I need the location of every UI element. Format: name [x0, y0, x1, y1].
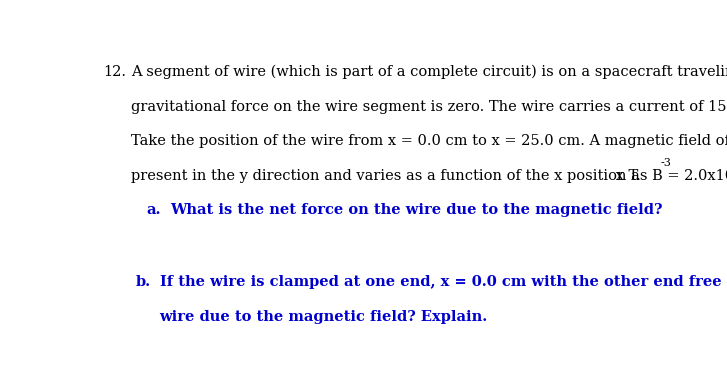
Text: x T.: x T. — [611, 169, 640, 183]
Text: present in the y direction and varies as a function of the x position as B = 2.0: present in the y direction and varies as… — [132, 169, 727, 183]
Text: wire due to the magnetic field? Explain.: wire due to the magnetic field? Explain. — [160, 310, 488, 324]
Text: -3: -3 — [660, 158, 671, 168]
Text: Take the position of the wire from x = 0.0 cm to x = 25.0 cm. A magnetic field o: Take the position of the wire from x = 0… — [132, 134, 727, 148]
Text: b.: b. — [136, 275, 151, 289]
Text: What is the net force on the wire due to the magnetic field?: What is the net force on the wire due to… — [170, 203, 662, 217]
Text: a.: a. — [146, 203, 161, 217]
Text: A segment of wire (which is part of a complete circuit) is on a spacecraft trave: A segment of wire (which is part of a co… — [132, 65, 727, 79]
Text: 12.: 12. — [103, 65, 126, 79]
Text: If the wire is clamped at one end, x = 0.0 cm with the other end free to move, i: If the wire is clamped at one end, x = 0… — [160, 275, 727, 289]
Text: gravitational force on the wire segment is zero. The wire carries a current of 1: gravitational force on the wire segment … — [132, 99, 727, 114]
